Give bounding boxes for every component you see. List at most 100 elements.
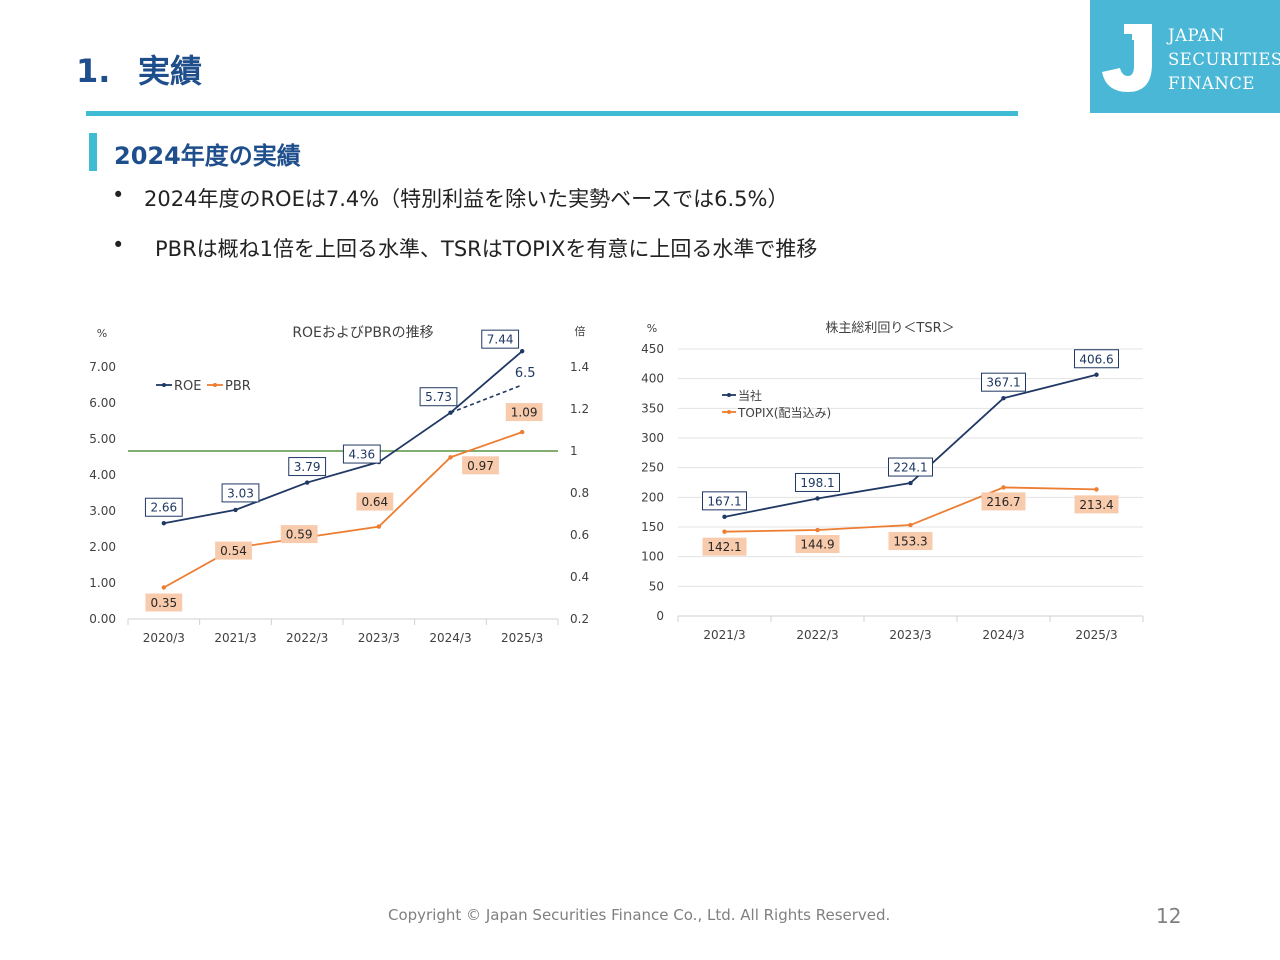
topix-tsr-point [1001, 485, 1006, 490]
pbr-data-label-box [462, 456, 499, 475]
company-logo: JAPAN SECURITIES FINANCE [1090, 0, 1280, 113]
roe-data-label-box [144, 497, 183, 517]
right-tick-label: 1.2 [570, 402, 589, 416]
logo-line-3: FINANCE [1168, 74, 1255, 93]
roe-data-label: 3.03 [227, 486, 254, 500]
x-tick-label: 2022/3 [286, 631, 328, 645]
company-tsr-data-label-box [702, 491, 747, 511]
tsr-chart: 株主総利回り＜TSR＞% 0 50 100 150 200 250 300 350 400 450 2… [641, 321, 1144, 642]
bullet-marker: • [112, 183, 125, 207]
y-tick-label: 50 [649, 579, 664, 593]
page-number: 12 [1156, 904, 1182, 928]
company-tsr-data-label: 224.1 [893, 461, 927, 475]
company-tsr-point [908, 480, 913, 486]
left-tick-label: 3.00 [89, 504, 116, 518]
legend-company-label: 当社 [738, 388, 762, 403]
bullet-text: PBRは概ね1倍を上回る水準、TSRはTOPIXを有意に上回る水準で推移 [155, 237, 818, 261]
company-tsr-line [724, 373, 1097, 518]
x-tick-label: 2022/3 [796, 628, 838, 642]
right-tick-label: 0.2 [570, 612, 589, 626]
roe-data-label: 2.66 [150, 501, 177, 515]
left-tick-label: 2.00 [89, 540, 116, 554]
roe-data-label: 3.79 [294, 460, 321, 474]
section-accent-bar [89, 133, 97, 171]
topix-tsr-data-label-box [795, 535, 840, 554]
x-tick-label: 2023/3 [889, 628, 931, 642]
topix-tsr-point [722, 529, 727, 534]
roe-data-label-box [342, 444, 381, 464]
legend-company-marker [727, 393, 731, 397]
pbr-data-label: 0.97 [467, 459, 494, 473]
x-tick-label: 2021/3 [703, 628, 745, 642]
copyright-text: Copyright © Japan Securities Finance Co.… [388, 906, 891, 924]
pbr-point [519, 429, 525, 435]
roe-point [233, 507, 238, 513]
topix-tsr-data-label: 216.7 [986, 495, 1020, 509]
right-axis-unit: 倍 [575, 324, 586, 338]
pbr-data-label-box [145, 593, 183, 612]
pbr-data-label-box [215, 541, 252, 560]
company-tsr-data-label-box [981, 372, 1026, 392]
topix-tsr-data-label-box [1074, 495, 1119, 514]
left-axis-unit: % [97, 327, 107, 340]
pbr-data-label-box [356, 492, 394, 511]
topix-tsr-point [815, 527, 820, 533]
bullet-marker: • [112, 233, 125, 257]
company-tsr-data-label: 406.6 [1079, 352, 1113, 366]
pbr-data-label: 0.35 [150, 596, 177, 610]
company-tsr-data-label-box [1074, 349, 1119, 369]
company-tsr-data-label: 167.1 [707, 494, 741, 508]
x-tick-label: 2023/3 [358, 631, 400, 645]
title-underline [86, 111, 1018, 116]
company-tsr-data-label-box [888, 457, 933, 477]
topix-tsr-data-label: 153.3 [893, 535, 927, 549]
topix-tsr-data-label-box [702, 537, 747, 556]
section-title: 2024年度の実績 [114, 142, 301, 170]
x-tick-label: 2025/3 [501, 631, 543, 645]
roe-data-label-box [419, 387, 458, 407]
roe-point [519, 348, 525, 354]
page-title: 1. 実績 [76, 46, 202, 92]
page-title-text: 実績 [138, 52, 203, 90]
company-tsr-data-label-box [795, 472, 840, 492]
right-tick-label: 1 [570, 444, 578, 458]
topix-tsr-data-label-box [981, 492, 1026, 511]
y-tick-label: 250 [641, 461, 664, 475]
company-tsr-point [1001, 395, 1006, 401]
y-tick-label: 450 [641, 342, 664, 356]
y-tick-label: 300 [641, 431, 664, 445]
legend-topix-marker [727, 410, 731, 414]
jsf-logo-icon [1102, 24, 1152, 92]
pbr-data-label: 0.59 [286, 528, 313, 542]
topix-tsr-point [908, 522, 913, 528]
pbr-point [376, 524, 382, 529]
x-tick-label: 2025/3 [1075, 628, 1117, 642]
left-tick-label: 0.00 [89, 612, 116, 626]
roe-data-label: 7.44 [487, 333, 514, 347]
y-tick-label: 200 [641, 490, 664, 504]
roe-adjusted-label: 6.5 [515, 366, 536, 381]
left-tick-label: 7.00 [89, 360, 116, 374]
pbr-data-label: 0.64 [361, 495, 388, 509]
pbr-data-label: 1.09 [511, 406, 538, 420]
x-tick-label: 2024/3 [429, 631, 471, 645]
pbr-point [448, 455, 453, 460]
logo-wordmark: JAPAN SECURITIES FINANCE [1168, 24, 1280, 96]
section-number: 1. [76, 52, 111, 90]
pbr-data-label-box [505, 403, 543, 422]
topix-tsr-data-label: 142.1 [707, 540, 741, 554]
left-tick-label: 6.00 [89, 396, 116, 410]
left-tick-label: 4.00 [89, 468, 116, 482]
legend-roe-marker [162, 383, 166, 387]
legend-roe-label: ROE [174, 379, 201, 394]
legend-pbr-marker [213, 383, 217, 387]
roe-line [163, 350, 523, 525]
company-tsr-point [815, 496, 820, 501]
topix-tsr-data-label: 144.9 [800, 538, 834, 552]
company-tsr-point [1094, 372, 1099, 377]
logo-line-2: SECURITIES [1168, 50, 1280, 69]
y-tick-label: 0 [656, 609, 664, 623]
bullet-text: 2024年度のROEは7.4%（特別利益を除いた実勢ベースでは6.5%） [144, 187, 789, 211]
y-tick-label: 400 [641, 372, 664, 386]
logo-line-1: JAPAN [1168, 26, 1225, 45]
